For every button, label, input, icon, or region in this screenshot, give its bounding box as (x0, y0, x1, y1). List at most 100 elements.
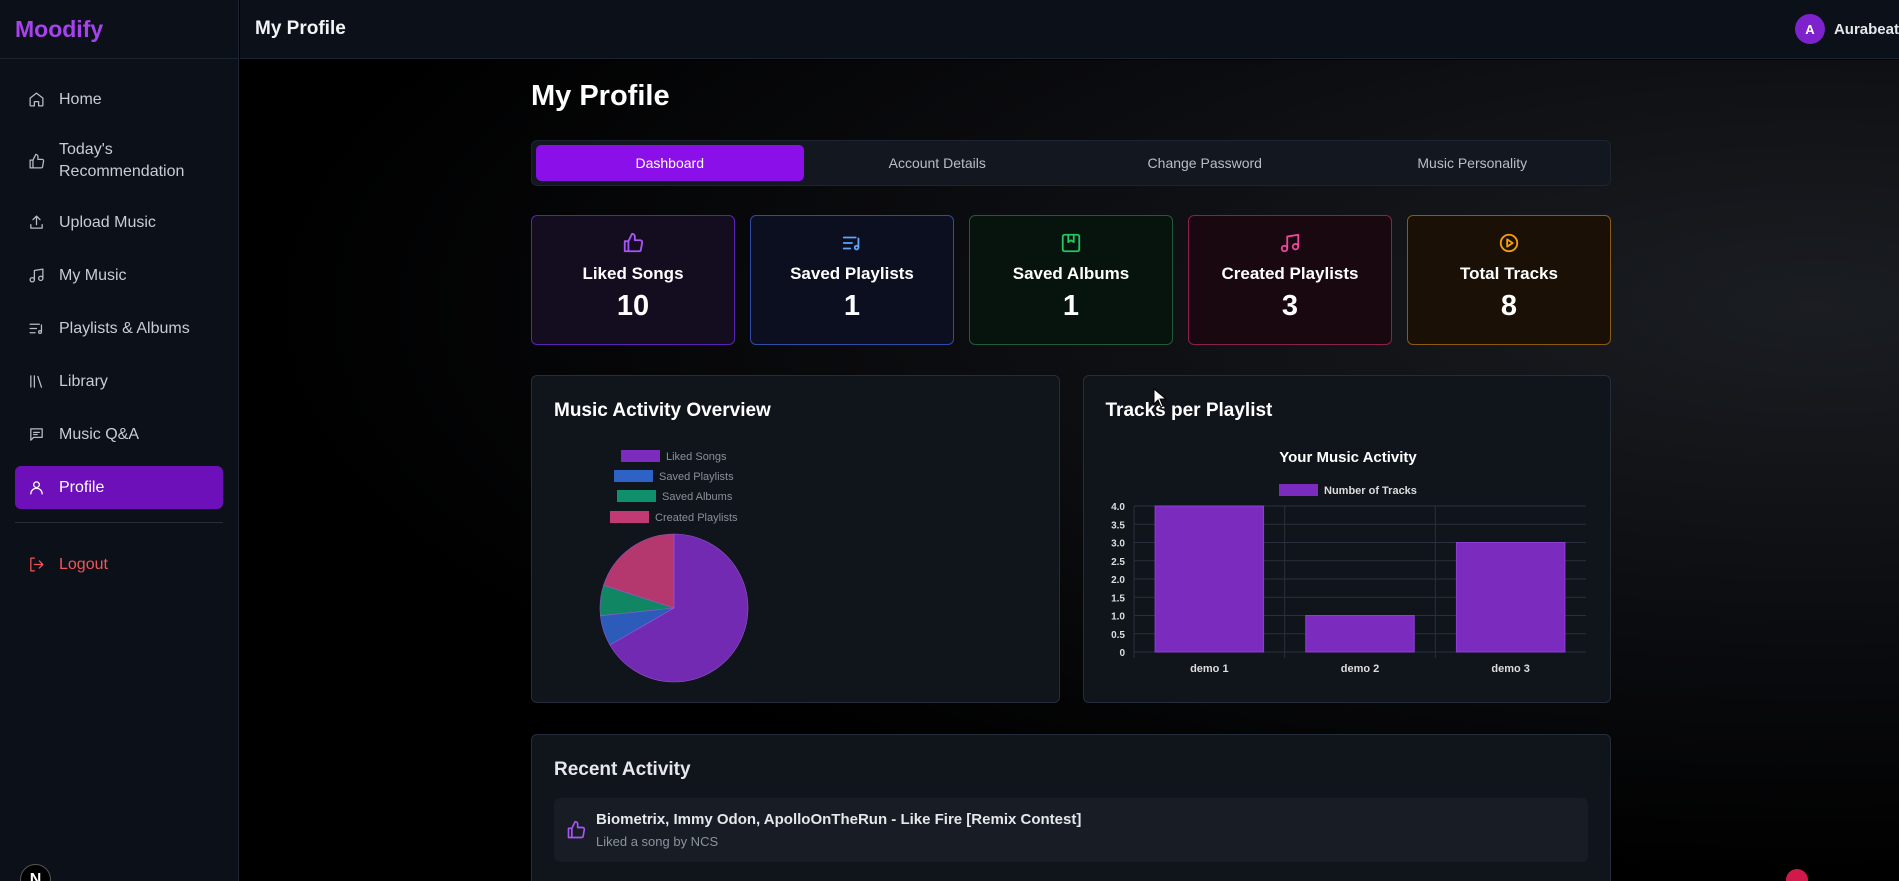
sidebar-item-label: Library (59, 372, 108, 390)
logout-label: Logout (59, 555, 108, 573)
sidebar-item-label: Playlists & Albums (59, 319, 190, 337)
chart-title: Your Music Activity (1279, 449, 1417, 466)
sidebar-item-label: Profile (59, 478, 105, 496)
sidebar-nav: Home Today's Recommendation Upload Music… (0, 59, 238, 586)
bar (1455, 542, 1565, 653)
legend-swatch (617, 490, 656, 502)
activity-item[interactable]: Biometrix, Immy Odon, ApolloOnTheRun - L… (554, 798, 1588, 862)
music-note-icon (27, 267, 45, 285)
profile-tabs: Dashboard Account Details Change Passwor… (531, 140, 1611, 186)
sidebar-divider (15, 522, 223, 523)
stat-card-saved-playlists[interactable]: Saved Playlists 1 (750, 215, 954, 345)
stat-card-liked-songs[interactable]: Liked Songs 10 (531, 215, 735, 345)
legend-label: Created Playlists (655, 512, 738, 524)
panel-title: Tracks per Playlist (1105, 400, 1273, 421)
stat-value: 8 (1500, 290, 1518, 322)
tab-dashboard[interactable]: Dashboard (536, 145, 804, 181)
recent-activity-panel: Recent Activity Biometrix, Immy Odon, Ap… (531, 734, 1611, 881)
dev-badge[interactable]: N (20, 864, 51, 881)
legend-label: Liked Songs (666, 451, 727, 463)
sidebar-item-upload-music[interactable]: Upload Music (15, 201, 223, 244)
pie-chart: Liked Songs Saved Playlists Saved Albums Cr… (599, 450, 749, 683)
sidebar-item-my-music[interactable]: My Music (15, 254, 223, 297)
logout-button[interactable]: Logout (15, 543, 223, 586)
sidebar-item-todays-recommendation[interactable]: Today's Recommendation (15, 131, 223, 191)
thumbs-up-icon (622, 232, 644, 254)
sidebar-item-library[interactable]: Library (15, 360, 223, 403)
playlist-icon (27, 320, 45, 338)
tab-change-password[interactable]: Change Password (1147, 155, 1262, 171)
topbar: My Profile A Aurabeat (240, 0, 1899, 59)
y-tick-label: 2.0 (1111, 575, 1125, 586)
activity-title: Biometrix, Immy Odon, ApolloOnTheRun - L… (596, 811, 1082, 828)
x-tick-label: demo 3 (1491, 663, 1530, 675)
legend-label: Number of Tracks (1324, 485, 1417, 497)
bar-chart: Your Music Activity Number of Tracks 0 0.5 1… (1111, 449, 1586, 675)
sidebar-item-label: My Music (59, 266, 127, 284)
mouse-cursor-icon (1153, 387, 1168, 413)
bar (1154, 505, 1264, 653)
sidebar-item-label: Home (59, 90, 102, 108)
y-tick-label: 1.0 (1111, 612, 1125, 623)
charts-row: Music Activity Overview Liked Songs Saved… (531, 375, 1611, 703)
bookmark-icon (1060, 232, 1082, 254)
user-menu[interactable]: A Aurabeat (1794, 14, 1899, 44)
stat-value: 1 (1062, 290, 1080, 322)
avatar[interactable]: A (1794, 14, 1825, 44)
y-tick-label: 2.5 (1111, 557, 1125, 568)
sidebar-item-home[interactable]: Home (15, 78, 223, 121)
stat-label: Saved Albums (1012, 264, 1130, 283)
play-circle-icon (1498, 232, 1520, 254)
topbar-title: My Profile (255, 18, 346, 39)
stat-card-total-tracks[interactable]: Total Tracks 8 (1407, 215, 1611, 345)
pie-slice (603, 533, 675, 609)
music-activity-panel: Music Activity Overview Liked Songs Saved… (531, 375, 1060, 703)
y-tick-label: 4.0 (1111, 502, 1125, 513)
logout-icon (27, 556, 45, 574)
stat-label: Liked Songs (582, 264, 684, 283)
app-logo[interactable]: Moodify (0, 0, 238, 59)
legend-swatch (614, 470, 653, 482)
legend-label: Saved Albums (662, 491, 733, 503)
legend-swatch (610, 511, 649, 523)
stat-label: Saved Playlists (790, 264, 914, 283)
tracks-per-playlist-panel: Tracks per Playlist Your Music Activity N… (1082, 375, 1611, 703)
y-tick-label: 0.5 (1111, 630, 1125, 641)
pie-slice (609, 533, 749, 683)
sidebar-item-profile[interactable]: Profile (15, 466, 223, 509)
y-tick-label: 3.5 (1111, 520, 1125, 531)
legend-swatch (621, 450, 660, 462)
thumbs-up-icon (566, 820, 586, 845)
tab-music-personality[interactable]: Music Personality (1417, 155, 1528, 171)
stat-value: 3 (1281, 290, 1299, 322)
stat-value: 10 (616, 290, 650, 322)
notification-dot[interactable] (1786, 869, 1808, 881)
stat-label: Total Tracks (1460, 264, 1558, 283)
activity-subtitle: Liked a song by NCS (596, 834, 719, 849)
home-icon (27, 91, 45, 109)
music-note-icon (1279, 232, 1301, 254)
bar (1304, 615, 1415, 653)
sidebar-item-label: Music Q&A (59, 425, 140, 443)
legend-label: Saved Playlists (659, 471, 734, 483)
y-tick-label: 1.5 (1111, 593, 1125, 604)
x-tick-label: demo 2 (1340, 663, 1379, 675)
sidebar-item-playlists-albums[interactable]: Playlists & Albums (15, 307, 223, 350)
sidebar: Moodify Home Today's Recommendation Uplo… (0, 0, 239, 881)
stat-card-saved-albums[interactable]: Saved Albums 1 (969, 215, 1173, 345)
stat-card-created-playlists[interactable]: Created Playlists 3 (1188, 215, 1392, 345)
username[interactable]: Aurabeat (1833, 20, 1899, 38)
sidebar-item-music-qa[interactable]: Music Q&A (15, 413, 223, 456)
user-icon (27, 479, 45, 497)
x-tick-label: demo 1 (1190, 663, 1229, 675)
playlist-icon (841, 232, 863, 254)
tab-account-details[interactable]: Account Details (888, 155, 986, 171)
page-title: My Profile (531, 80, 670, 112)
stat-value: 1 (843, 290, 861, 322)
library-icon (27, 373, 45, 391)
stat-label: Created Playlists (1221, 264, 1359, 283)
y-tick-label: 3.0 (1111, 539, 1125, 550)
thumbs-up-icon (27, 152, 45, 170)
profile-content: My Profile Dashboard Account Details Cha… (531, 60, 1611, 881)
y-tick-label: 0 (1119, 648, 1125, 659)
